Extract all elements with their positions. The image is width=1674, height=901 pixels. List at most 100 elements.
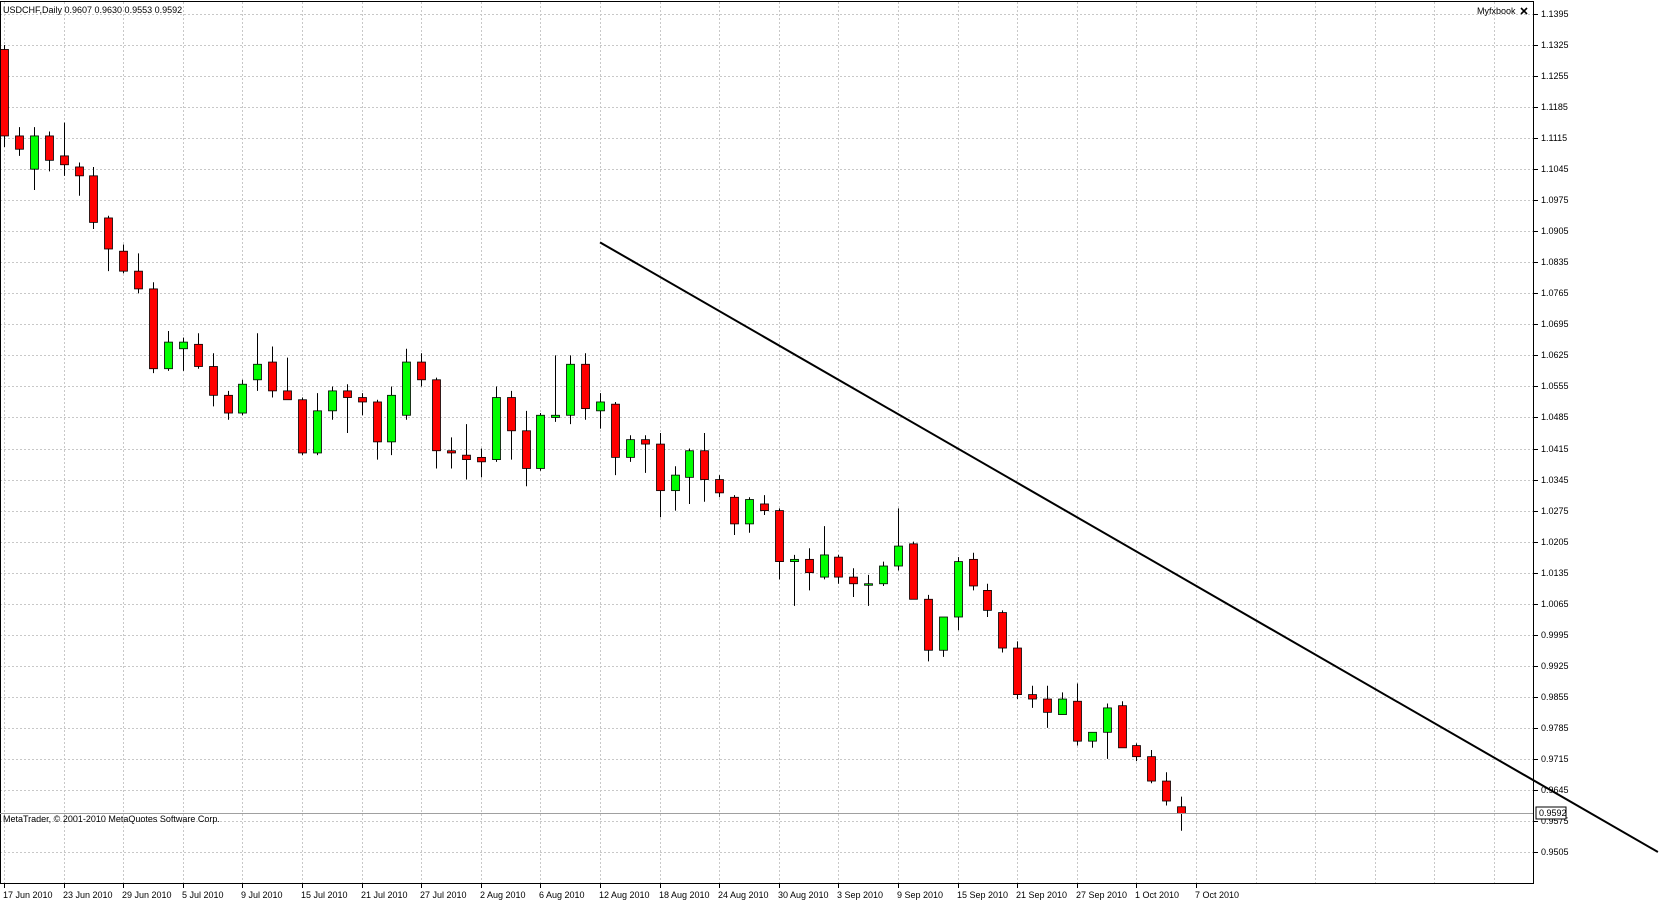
- candle-bullish[interactable]: [402, 348, 411, 420]
- candle-bearish[interactable]: [1073, 683, 1082, 746]
- candle-bullish[interactable]: [253, 333, 262, 391]
- candle-body: [820, 554, 829, 578]
- price-tick-label: 1.0345: [1541, 475, 1569, 485]
- candle-bearish[interactable]: [0, 45, 9, 148]
- candle-body: [522, 430, 531, 469]
- candle-bullish[interactable]: [536, 413, 545, 471]
- candle-bearish[interactable]: [298, 397, 307, 456]
- candle-bearish[interactable]: [1147, 750, 1156, 784]
- candle-bearish[interactable]: [60, 122, 69, 176]
- candle-bearish[interactable]: [1132, 743, 1141, 762]
- candle-bearish[interactable]: [983, 583, 992, 618]
- candle-bearish[interactable]: [805, 548, 814, 591]
- candle-body: [1132, 745, 1141, 758]
- candle-bullish[interactable]: [551, 355, 560, 422]
- candle-bearish[interactable]: [760, 495, 769, 516]
- candle-bearish[interactable]: [522, 410, 531, 487]
- price-tick-label: 1.0555: [1541, 381, 1569, 391]
- candle-bearish[interactable]: [45, 131, 54, 172]
- candle-bearish[interactable]: [1162, 772, 1171, 806]
- candle-bearish[interactable]: [447, 437, 456, 469]
- candle-bearish[interactable]: [119, 244, 128, 274]
- price-tick-label: 0.9575: [1541, 816, 1569, 826]
- trendline-layer[interactable]: [599, 241, 1659, 853]
- candle-bearish[interactable]: [462, 424, 471, 480]
- candle-bearish[interactable]: [134, 253, 143, 294]
- candle-bullish[interactable]: [1103, 703, 1112, 759]
- candle-bearish[interactable]: [969, 552, 978, 591]
- candle-bullish[interactable]: [879, 561, 888, 586]
- candle-bullish[interactable]: [179, 337, 188, 371]
- candle-bearish[interactable]: [924, 594, 933, 662]
- candle-bearish[interactable]: [775, 508, 784, 580]
- candle-bullish[interactable]: [164, 331, 173, 371]
- candle-bullish[interactable]: [939, 616, 948, 657]
- candle-bullish[interactable]: [492, 386, 501, 462]
- candle-bearish[interactable]: [715, 475, 724, 498]
- candle-bullish[interactable]: [790, 554, 799, 606]
- candle-bearish[interactable]: [373, 399, 382, 460]
- trendline[interactable]: [599, 241, 1659, 853]
- candle-bullish[interactable]: [685, 448, 694, 504]
- candle-bullish[interactable]: [566, 355, 575, 425]
- candle-body: [864, 583, 873, 586]
- candle-bearish[interactable]: [477, 448, 486, 478]
- candle-bearish[interactable]: [149, 282, 158, 374]
- candle-bullish[interactable]: [30, 127, 39, 191]
- candle-bearish[interactable]: [358, 393, 367, 416]
- candle-bearish[interactable]: [209, 353, 218, 407]
- time-tick-label: 7 Oct 2010: [1195, 890, 1239, 900]
- candle-bearish[interactable]: [581, 353, 590, 420]
- candle-bearish[interactable]: [89, 166, 98, 230]
- candle-bullish[interactable]: [954, 557, 963, 631]
- candle-bearish[interactable]: [611, 401, 620, 476]
- candle-bullish[interactable]: [596, 393, 605, 429]
- candle-bullish[interactable]: [328, 386, 337, 420]
- candles-layer[interactable]: [0, 45, 1186, 831]
- candle-bearish[interactable]: [15, 127, 24, 156]
- candle-body: [89, 175, 98, 223]
- candle-bearish[interactable]: [224, 390, 233, 420]
- candle-bearish[interactable]: [417, 353, 426, 387]
- candle-bullish[interactable]: [671, 466, 680, 511]
- candle-bearish[interactable]: [268, 346, 277, 398]
- candle-body: [507, 397, 516, 432]
- candle-bullish[interactable]: [626, 435, 635, 462]
- candle-bearish[interactable]: [700, 433, 709, 502]
- candle-bearish[interactable]: [998, 610, 1007, 653]
- candle-bullish[interactable]: [238, 379, 247, 416]
- candle-bullish[interactable]: [820, 526, 829, 580]
- candle-bearish[interactable]: [507, 390, 516, 460]
- candle-bearish[interactable]: [343, 384, 352, 433]
- close-icon[interactable]: [1520, 7, 1528, 15]
- time-axis[interactable]: 17 Jun 2010 23 Jun 2010 29 Jun 2010 5 Jul 2…: [3, 883, 1239, 900]
- candle-bullish[interactable]: [894, 508, 903, 571]
- candle-bullish[interactable]: [313, 393, 322, 456]
- candle-bearish[interactable]: [432, 377, 441, 469]
- candle-bearish[interactable]: [909, 541, 918, 600]
- candle-bearish[interactable]: [641, 435, 650, 473]
- candle-bearish[interactable]: [104, 215, 113, 272]
- price-axis[interactable]: 1.1395 1.1325 1.1255 1.1185 1.1115 1.1045 1.09…: [0, 9, 1569, 857]
- candle-bearish[interactable]: [1028, 685, 1037, 708]
- candle-bullish[interactable]: [745, 497, 754, 533]
- candle-body: [849, 576, 858, 585]
- candle-body: [745, 499, 754, 525]
- candle-bearish[interactable]: [1013, 641, 1022, 700]
- candle-bearish[interactable]: [75, 162, 84, 196]
- candle-bearish[interactable]: [834, 554, 843, 584]
- candle-bearish[interactable]: [1043, 685, 1052, 728]
- candle-bearish[interactable]: [849, 568, 858, 598]
- candle-bearish[interactable]: [283, 357, 292, 401]
- candle-bearish[interactable]: [730, 495, 739, 535]
- candle-bearish[interactable]: [194, 333, 203, 369]
- price-tick-label: 1.0205: [1541, 537, 1569, 547]
- candle-bullish[interactable]: [1058, 692, 1067, 715]
- candle-bearish[interactable]: [1118, 701, 1127, 749]
- candle-bullish[interactable]: [864, 574, 873, 606]
- candle-bullish[interactable]: [1088, 731, 1097, 748]
- candle-bearish[interactable]: [656, 433, 665, 518]
- candle-bullish[interactable]: [387, 386, 396, 456]
